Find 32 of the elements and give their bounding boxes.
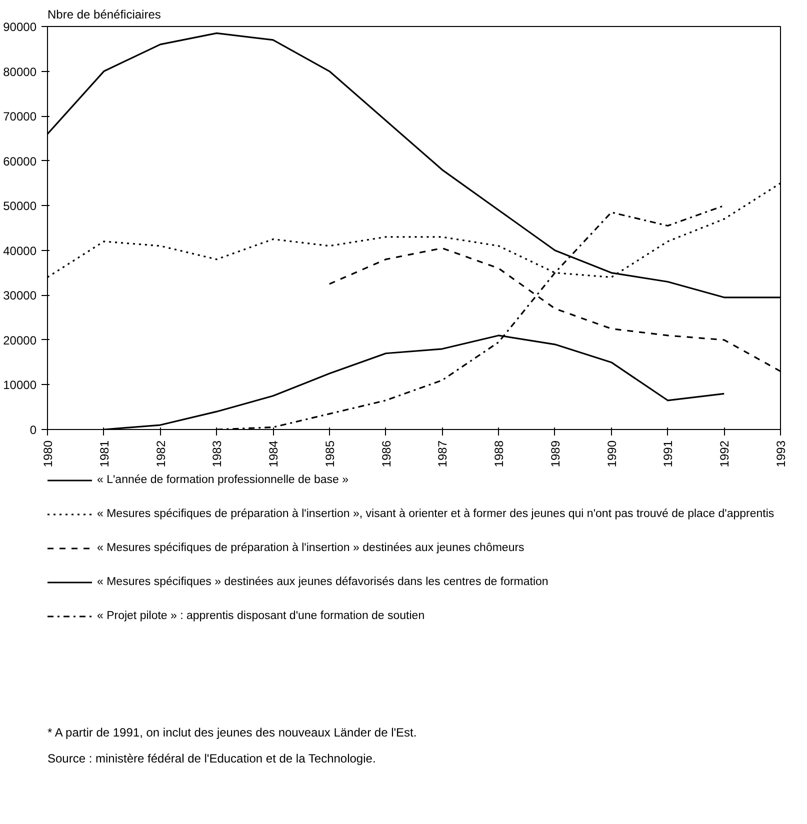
x-tick-label: 1988 xyxy=(492,440,506,468)
y-tick-label: 0 xyxy=(30,423,37,437)
y-axis-title: Nbre de bénéficiaires xyxy=(48,8,161,22)
x-tick-label: 1990 xyxy=(604,440,619,468)
source-note: Source : ministère fédéral de l'Education et de la Technologie. xyxy=(48,752,376,766)
legend-label: « Mesures spécifiques de préparation à l'insertion », visant à orienter et à former des jeunes qui n'ont pas trouvé de place d'apprentis xyxy=(97,508,774,520)
x-tick-label: 1992 xyxy=(718,440,732,468)
text: * A partir de 1991, on inclut des jeunes des nouveaux Länder de l'Est. xyxy=(48,726,417,740)
y-tick-label: 40000 xyxy=(3,244,37,258)
x-tick-label: 1984 xyxy=(266,440,281,468)
x-tick-label: 1989 xyxy=(548,440,562,468)
x-tick-label: 1985 xyxy=(322,440,337,468)
legend-label: « Mesures spécifiques de préparation à l'insertion » destinées aux jeunes chômeurs xyxy=(97,542,524,554)
legend-label: « Mesures spécifiques » destinées aux jeunes défavorisés dans les centres de formation xyxy=(97,576,548,588)
y-tick-label: 60000 xyxy=(3,154,37,168)
y-tick-label: 50000 xyxy=(3,199,37,214)
y-tick-label: 80000 xyxy=(3,64,37,79)
y-tick-label: 10000 xyxy=(3,378,37,392)
y-tick-label: 90000 xyxy=(3,20,37,34)
x-tick-label: 1987 xyxy=(436,440,450,468)
legend-label: « L'année de formation professionnelle de base » xyxy=(97,474,349,486)
x-tick-label: 1981 xyxy=(97,440,112,468)
y-tick-label: 20000 xyxy=(3,333,37,348)
x-tick-label: 1983 xyxy=(210,440,224,468)
x-tick-label: 1991 xyxy=(661,440,676,468)
x-tick-label: 1986 xyxy=(379,440,394,468)
y-tick-label: 30000 xyxy=(3,288,37,303)
legend-label: « Projet pilote » : apprentis disposant d'une formation de soutien xyxy=(97,610,425,622)
y-tick-label: 70000 xyxy=(3,110,37,124)
x-tick-label: 1980 xyxy=(41,440,55,468)
x-tick-label: 1993 xyxy=(774,440,788,468)
x-tick-label: 1982 xyxy=(154,440,168,468)
